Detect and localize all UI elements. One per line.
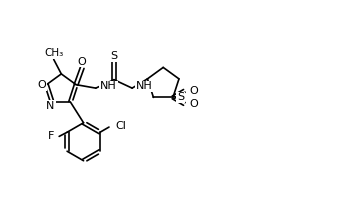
Text: NH: NH (136, 81, 153, 91)
Text: O: O (37, 80, 46, 90)
Text: O: O (189, 86, 198, 96)
Text: S: S (177, 92, 184, 102)
Text: Cl: Cl (115, 121, 126, 131)
Text: S: S (110, 51, 118, 61)
Text: NH: NH (100, 81, 117, 91)
Text: F: F (47, 131, 54, 141)
Text: O: O (189, 99, 198, 109)
Text: CH₃: CH₃ (44, 48, 63, 58)
Text: N: N (46, 101, 55, 111)
Text: O: O (78, 56, 87, 67)
